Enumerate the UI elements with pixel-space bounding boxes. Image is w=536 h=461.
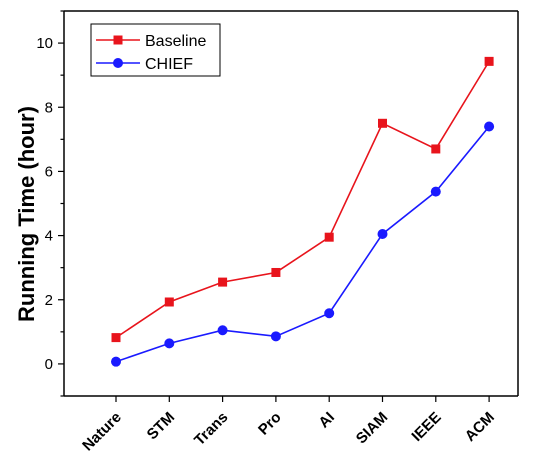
- legend-box: [90, 23, 221, 77]
- data-point: [324, 308, 335, 319]
- x-tick-label: IEEE: [408, 409, 444, 445]
- data-point: [271, 267, 281, 277]
- x-ticks: Nature STM Trans Pro AI SIAM IEEE ACM: [79, 396, 498, 454]
- legend-label: Baseline: [145, 33, 206, 50]
- data-point: [378, 118, 387, 128]
- y-tick-label: 10: [36, 35, 53, 52]
- data-point: [430, 186, 441, 197]
- series-lines: [111, 56, 495, 367]
- y-tick-label: 6: [45, 163, 53, 180]
- y-tick-label: 0: [45, 356, 53, 373]
- data-point: [164, 297, 174, 307]
- data-point: [270, 331, 281, 342]
- x-tick-label: STM: [144, 409, 178, 443]
- legend-item: CHIEF: [96, 56, 193, 73]
- y-tick-label: 2: [45, 292, 53, 309]
- legend-item: Baseline: [96, 33, 206, 50]
- y-tick-label: 4: [45, 228, 53, 245]
- x-tick-label: Nature: [79, 409, 125, 455]
- legend-marker: [113, 58, 123, 68]
- y-tick-label: 8: [45, 99, 53, 116]
- series-baseline: [111, 56, 494, 343]
- data-point: [431, 144, 441, 154]
- data-point: [111, 356, 121, 367]
- data-point: [164, 338, 175, 349]
- x-tick-label: ACM: [462, 409, 498, 445]
- legend-label: CHIEF: [145, 56, 193, 73]
- y-ticks: 0 2 4 6 8 10: [36, 10, 64, 397]
- y-axis-title: Running Time (hour): [14, 106, 39, 322]
- data-point: [377, 228, 388, 239]
- legend-marker: [113, 35, 123, 45]
- data-point: [218, 277, 228, 287]
- data-point: [111, 333, 121, 343]
- series-line: [115, 125, 490, 363]
- x-tick-label: Pro: [255, 409, 285, 439]
- series-line: [115, 60, 490, 339]
- x-tick-label: AI: [315, 409, 338, 432]
- series-chief: [111, 121, 495, 367]
- legend: Baseline CHIEF: [90, 23, 221, 77]
- data-point: [484, 56, 494, 66]
- data-point: [484, 121, 495, 132]
- data-point: [324, 232, 334, 242]
- x-tick-label: Trans: [191, 409, 231, 449]
- x-tick-label: SIAM: [353, 409, 392, 448]
- data-point: [217, 325, 228, 336]
